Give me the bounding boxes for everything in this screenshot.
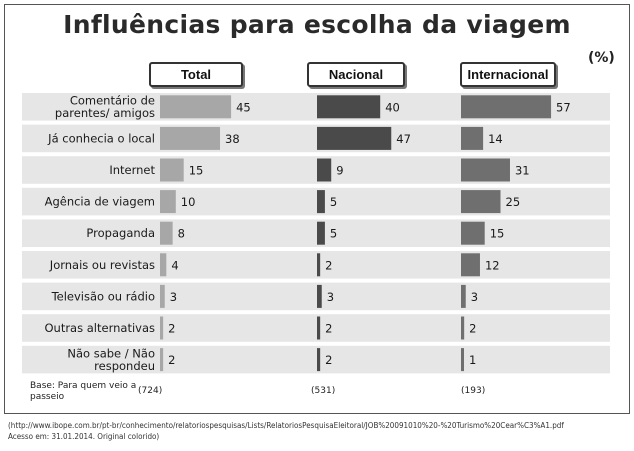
data-label: 45	[236, 100, 251, 114]
category-label: Outras alternativas	[44, 321, 155, 335]
data-label: 38	[225, 132, 240, 146]
source-url: (http://www.ibope.com.br/pt-br/conhecime…	[8, 421, 564, 430]
bar-internacional	[461, 95, 552, 119]
bar-nacional	[317, 126, 392, 150]
data-label: 47	[396, 132, 411, 146]
data-label: 15	[490, 227, 505, 241]
category-label: Agência de viagem	[45, 195, 155, 209]
data-label: 40	[385, 100, 400, 114]
category-label: Não sabe / Não respondeu	[67, 346, 155, 373]
data-label: 14	[488, 132, 503, 146]
row-stripe	[22, 156, 610, 184]
bar-internacional	[461, 221, 485, 245]
bar-nacional	[317, 284, 322, 308]
data-label: 3	[471, 290, 478, 304]
base-n-total: (724)	[138, 386, 163, 396]
bar-nacional	[317, 316, 321, 340]
category-label: Já conhecia o local	[47, 131, 155, 145]
bar-total	[160, 348, 164, 372]
bar-total	[160, 158, 184, 182]
bar-total	[160, 126, 221, 150]
bar-total	[160, 316, 164, 340]
row-stripe	[22, 187, 610, 216]
bar-total	[160, 221, 173, 245]
data-label: 2	[325, 258, 332, 272]
bar-total	[160, 253, 167, 277]
data-label: 5	[330, 227, 337, 241]
bar-nacional	[317, 158, 332, 182]
series-header-total: Total	[149, 62, 243, 87]
data-label: 2	[168, 322, 175, 336]
category-label: Comentário de parentes/ amigos	[55, 94, 155, 121]
bar-nacional	[317, 348, 321, 372]
category-label: Televisão ou rádio	[51, 289, 155, 303]
category-label: Internet	[109, 163, 155, 177]
bar-internacional	[461, 253, 480, 277]
data-label: 9	[336, 164, 343, 178]
bar-internacional	[461, 348, 464, 372]
data-label: 2	[325, 322, 332, 336]
data-label: 15	[189, 164, 204, 178]
data-label: 31	[515, 164, 530, 178]
data-label: 8	[178, 227, 185, 241]
data-label: 3	[327, 290, 334, 304]
base-label: Base: Para quem veio a passeio	[30, 381, 137, 402]
bar-total	[160, 95, 232, 119]
data-label: 1	[469, 353, 476, 367]
source-citation: (http://www.ibope.com.br/pt-br/conhecime…	[8, 420, 628, 442]
row-stripe	[22, 124, 610, 153]
data-label: 2	[325, 353, 332, 367]
data-label: 2	[469, 322, 476, 336]
bar-internacional	[461, 126, 484, 150]
category-label: Propaganda	[86, 226, 155, 240]
data-label: 3	[170, 290, 177, 304]
row-stripe	[22, 345, 610, 374]
row-stripe	[22, 314, 610, 342]
data-label: 12	[485, 258, 500, 272]
chart-title: Influências para escolha da viagem	[63, 10, 571, 39]
source-access-date: Acesso em: 31.01.2014. Original colorido…	[8, 432, 160, 441]
bar-nacional	[317, 190, 325, 214]
bar-internacional	[461, 190, 501, 214]
bar-internacional	[461, 316, 465, 340]
data-label: 25	[506, 195, 521, 209]
category-label: Jornais ou revistas	[49, 258, 155, 272]
series-header-internacional: Internacional	[460, 62, 556, 87]
base-n-internacional: (193)	[461, 386, 486, 396]
bar-total	[160, 284, 165, 308]
row-stripe	[22, 282, 610, 311]
series-header-nacional: Nacional	[307, 62, 405, 87]
base-n-nacional: (531)	[311, 386, 336, 396]
unit-label: (%)	[588, 50, 615, 66]
bar-nacional	[317, 253, 321, 277]
data-label: 4	[171, 258, 178, 272]
bar-nacional	[317, 221, 325, 245]
data-label: 10	[181, 195, 196, 209]
bar-internacional	[461, 158, 510, 182]
row-stripe	[22, 251, 610, 279]
bar-nacional	[317, 95, 381, 119]
data-label: 2	[168, 353, 175, 367]
bar-total	[160, 190, 176, 214]
data-label: 57	[556, 100, 571, 114]
data-label: 5	[330, 195, 337, 209]
row-stripe	[22, 219, 610, 247]
bar-internacional	[461, 284, 466, 308]
